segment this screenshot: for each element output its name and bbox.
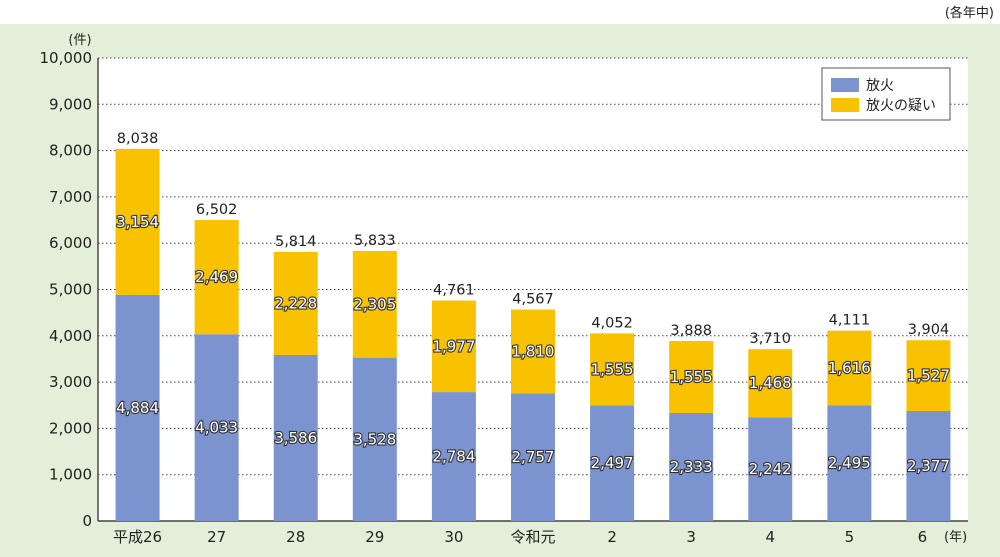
y-tick-label: 6,000 [49, 234, 92, 252]
data-label-suspected-arson: 1,468 [749, 374, 792, 392]
y-axis-unit: (件) [68, 33, 91, 48]
legend-label-suspected-arson: 放火の疑い [866, 98, 936, 114]
total-label: 4,111 [829, 313, 871, 329]
x-tick-label: 令和元 [510, 528, 555, 546]
total-label: 3,710 [750, 331, 792, 347]
x-tick-label: 6 [918, 528, 928, 546]
bar-segment-arson [352, 357, 397, 521]
bar-segment-suspected-arson [748, 349, 793, 418]
y-tick-label: 9,000 [49, 95, 92, 113]
x-axis-unit: (年) [944, 530, 967, 545]
data-label-arson: 2,495 [828, 454, 871, 472]
y-tick-label: 1,000 [49, 466, 92, 484]
bar-segment-suspected-arson [115, 148, 160, 295]
total-label: 8,038 [117, 131, 159, 147]
bar-segment-suspected-arson [273, 251, 318, 355]
data-label-suspected-arson: 1,555 [591, 360, 634, 378]
bar-segment-arson [194, 334, 239, 521]
bar-segment-arson [906, 410, 951, 521]
bar-segment-suspected-arson [669, 340, 714, 413]
x-tick-label: 5 [845, 528, 855, 546]
bar-segment-suspected-arson [906, 340, 951, 411]
y-tick-label: 10,000 [40, 49, 93, 67]
x-tick-label: 3 [686, 528, 696, 546]
bar-segment-arson [115, 294, 160, 521]
legend-swatch-suspected-arson [831, 98, 859, 112]
bar-segment-suspected-arson [827, 330, 872, 406]
total-label: 6,502 [196, 202, 238, 218]
data-label-suspected-arson: 1,977 [432, 337, 475, 355]
data-label-arson: 3,528 [353, 430, 396, 448]
bar-segment-arson [511, 393, 555, 521]
y-tick-label: 3,000 [49, 373, 92, 391]
legend-swatch-arson [831, 78, 859, 92]
data-label-arson: 2,377 [907, 457, 950, 475]
x-tick-label: 28 [286, 528, 305, 546]
y-tick-label: 5,000 [49, 281, 92, 299]
total-label: 3,904 [908, 322, 950, 338]
bar-segment-suspected-arson [431, 300, 476, 393]
data-label-arson: 2,784 [432, 448, 475, 466]
y-tick-label: 8,000 [49, 142, 92, 160]
data-label-arson: 2,242 [749, 460, 792, 478]
y-tick-label: 2,000 [49, 419, 92, 437]
bar-segment-arson [669, 412, 714, 521]
bar-segment-arson [748, 417, 793, 521]
total-label: 4,567 [512, 292, 554, 308]
y-tick-label: 0 [82, 512, 92, 530]
bar-segment-arson [827, 405, 872, 521]
data-label-suspected-arson: 3,154 [116, 213, 159, 231]
x-tick-label: 27 [207, 528, 226, 546]
data-label-arson: 2,757 [512, 448, 555, 466]
data-label-arson: 4,033 [195, 419, 238, 437]
data-label-arson: 4,884 [116, 399, 159, 417]
total-label: 5,833 [354, 233, 396, 249]
x-tick-label: 4 [765, 528, 775, 546]
total-label: 3,888 [670, 323, 712, 339]
y-tick-label: 4,000 [49, 327, 92, 345]
data-label-suspected-arson: 1,616 [828, 359, 871, 377]
x-tick-label: 2 [607, 528, 617, 546]
data-label-arson: 2,333 [670, 458, 713, 476]
data-label-suspected-arson: 1,810 [512, 342, 555, 360]
bar-segment-suspected-arson [352, 250, 397, 358]
bar-segment-arson [431, 392, 476, 521]
data-label-suspected-arson: 2,305 [353, 295, 396, 313]
bar-segment-arson [590, 405, 635, 521]
total-label: 4,052 [591, 315, 633, 331]
data-label-arson: 3,586 [274, 429, 317, 447]
x-tick-label: 30 [444, 528, 463, 546]
period-note: (各年中) [945, 5, 994, 21]
legend-box [821, 67, 951, 121]
bar-segment-suspected-arson [590, 333, 635, 406]
total-label: 5,814 [275, 234, 317, 250]
legend-label-arson: 放火 [866, 78, 894, 94]
data-label-arson: 2,497 [591, 454, 634, 472]
data-label-suspected-arson: 2,228 [274, 294, 317, 312]
y-tick-label: 7,000 [49, 188, 92, 206]
bar-segment-suspected-arson [511, 309, 555, 394]
x-tick-label: 29 [365, 528, 384, 546]
total-label: 4,761 [433, 283, 475, 299]
data-label-suspected-arson: 1,555 [670, 368, 713, 386]
bar-segment-arson [273, 354, 318, 521]
data-label-suspected-arson: 2,469 [195, 268, 238, 286]
bar-segment-suspected-arson [194, 219, 239, 335]
data-label-suspected-arson: 1,527 [907, 367, 950, 385]
x-tick-label: 平成26 [113, 528, 162, 546]
